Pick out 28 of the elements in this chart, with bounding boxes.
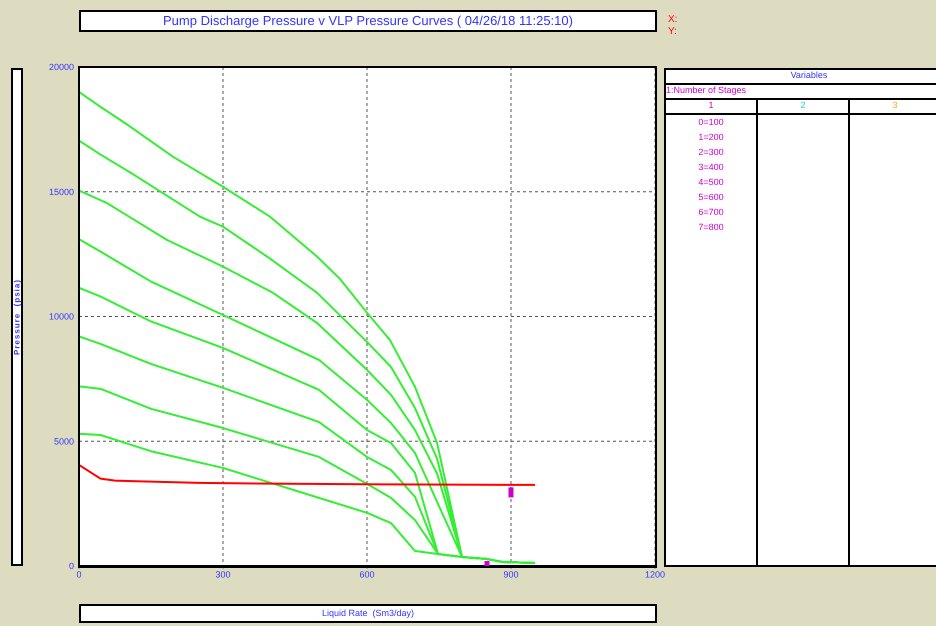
text: 4=500 [697, 176, 725, 189]
text: X: [668, 14, 678, 26]
text: 6=700 [697, 206, 725, 219]
text: Y: [668, 26, 678, 38]
text: Variables [666, 70, 936, 85]
text: 2=300 [697, 146, 725, 159]
x-tick-label: 900 [503, 569, 519, 580]
text: 0=100 [697, 116, 725, 129]
y-axis-title: Pressure (psia) [12, 278, 22, 356]
y-tick-label: 20000 [48, 62, 74, 72]
text: 5=600 [697, 191, 725, 204]
x-axis-title: Liquid Rate (Sm3/day) [79, 604, 657, 623]
y-tick-label: 15000 [48, 186, 74, 197]
x-tick-label: 0 [76, 569, 82, 580]
y-tick-label: 5000 [54, 436, 74, 446]
text: 1:Number of Stages [666, 85, 936, 100]
text: 3 [850, 100, 936, 115]
text: 1=200 [697, 131, 725, 144]
x-tick-label: 300 [215, 569, 231, 580]
y-tick-label: 10000 [48, 312, 74, 322]
chart-title: Pump Discharge Pressure v VLP Pressure Curves ( 04/26/18 11:25:10) [79, 10, 657, 32]
y-tick-label: 0 [68, 561, 74, 572]
x-tick-label: 1200 [644, 569, 666, 580]
x-tick-label: 600 [359, 569, 375, 580]
text: 1 [666, 100, 756, 115]
text: 3=400 [697, 161, 725, 174]
text: 2 [758, 100, 848, 115]
text: 7=800 [697, 221, 725, 234]
